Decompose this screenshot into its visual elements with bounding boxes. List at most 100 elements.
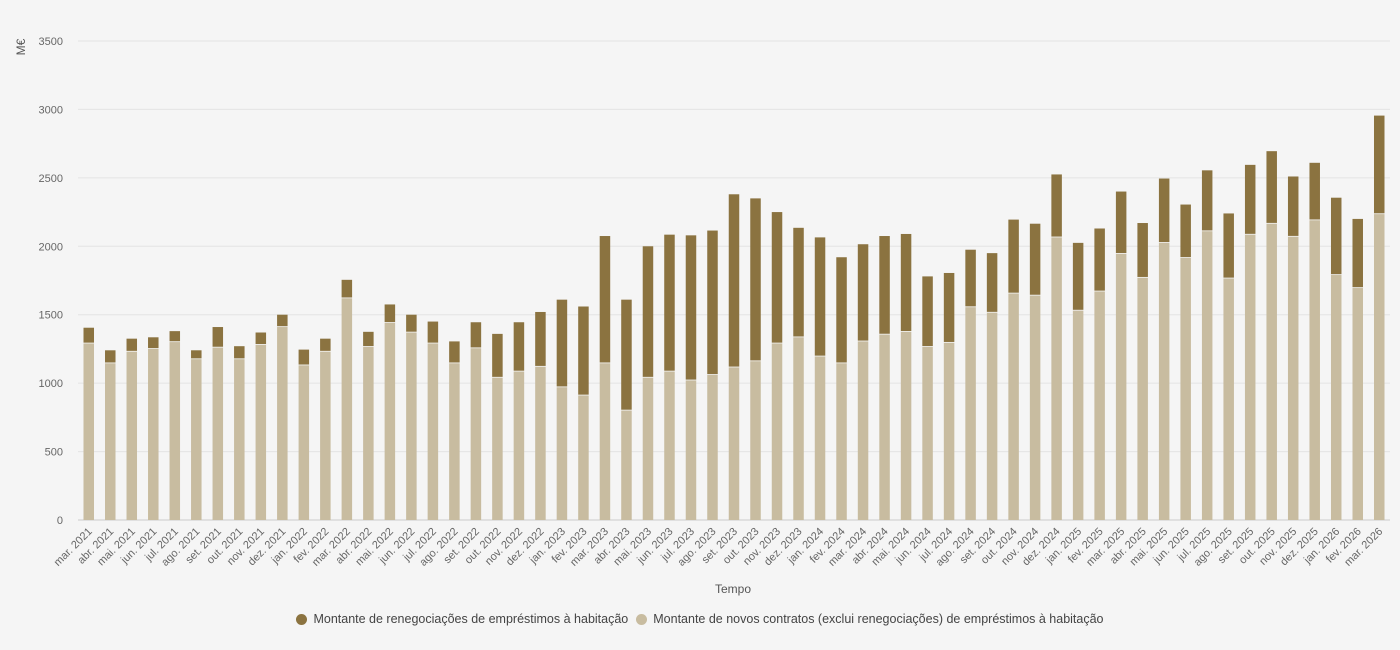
bar-renegotiations[interactable] <box>277 314 288 327</box>
bar-new-contracts[interactable] <box>1115 253 1127 520</box>
bar-renegotiations[interactable] <box>793 227 804 337</box>
bar-renegotiations[interactable] <box>1244 164 1256 234</box>
bar-new-contracts[interactable] <box>298 365 310 520</box>
bar-new-contracts[interactable] <box>535 366 546 520</box>
bar-renegotiations[interactable] <box>298 349 310 365</box>
bar-new-contracts[interactable] <box>1223 278 1234 520</box>
bar-renegotiations[interactable] <box>814 237 826 356</box>
bar-new-contracts[interactable] <box>664 371 675 520</box>
bar-new-contracts[interactable] <box>1051 237 1062 520</box>
bar-renegotiations[interactable] <box>900 233 912 332</box>
bar-new-contracts[interactable] <box>857 341 869 520</box>
bar-new-contracts[interactable] <box>1180 257 1191 520</box>
bar-renegotiations[interactable] <box>943 272 955 342</box>
bar-renegotiations[interactable] <box>341 279 353 298</box>
bar-renegotiations[interactable] <box>492 333 503 377</box>
bar-new-contracts[interactable] <box>470 348 482 520</box>
bar-new-contracts[interactable] <box>1158 242 1170 520</box>
bar-renegotiations[interactable] <box>879 236 890 334</box>
bar-renegotiations[interactable] <box>1223 213 1234 278</box>
bar-new-contracts[interactable] <box>900 331 912 520</box>
bar-new-contracts[interactable] <box>556 387 568 520</box>
bar-new-contracts[interactable] <box>126 351 138 520</box>
bar-new-contracts[interactable] <box>965 307 976 520</box>
bar-new-contracts[interactable] <box>169 342 181 520</box>
bar-renegotiations[interactable] <box>363 331 374 347</box>
bar-renegotiations[interactable] <box>1158 178 1170 243</box>
bar-renegotiations[interactable] <box>1180 204 1191 258</box>
bar-renegotiations[interactable] <box>556 299 568 387</box>
bar-new-contracts[interactable] <box>1072 310 1084 520</box>
bar-new-contracts[interactable] <box>148 348 159 520</box>
bar-renegotiations[interactable] <box>148 337 159 349</box>
bar-renegotiations[interactable] <box>1287 176 1299 236</box>
bar-renegotiations[interactable] <box>320 338 331 351</box>
bar-renegotiations[interactable] <box>922 276 933 347</box>
bar-new-contracts[interactable] <box>814 356 826 520</box>
bar-renegotiations[interactable] <box>664 234 675 371</box>
bar-new-contracts[interactable] <box>1330 275 1342 520</box>
bar-renegotiations[interactable] <box>1137 223 1148 277</box>
legend-item-new-contracts[interactable]: Montante de novos contratos (exclui rene… <box>636 612 1104 626</box>
bar-renegotiations[interactable] <box>621 299 632 410</box>
bar-renegotiations[interactable] <box>1266 151 1277 223</box>
bar-new-contracts[interactable] <box>234 359 245 520</box>
bar-new-contracts[interactable] <box>1244 234 1256 520</box>
bar-new-contracts[interactable] <box>1008 293 1019 520</box>
bar-new-contracts[interactable] <box>255 344 267 520</box>
bar-renegotiations[interactable] <box>449 341 460 363</box>
bar-renegotiations[interactable] <box>83 327 95 343</box>
bar-new-contracts[interactable] <box>363 346 374 520</box>
bar-renegotiations[interactable] <box>1309 162 1320 220</box>
bar-new-contracts[interactable] <box>277 327 288 520</box>
bar-renegotiations[interactable] <box>857 244 869 341</box>
legend-item-renegotiations[interactable]: Montante de renegociações de empréstimos… <box>296 612 628 626</box>
bar-renegotiations[interactable] <box>1094 228 1105 291</box>
bar-new-contracts[interactable] <box>1201 231 1213 520</box>
bar-new-contracts[interactable] <box>1137 277 1148 520</box>
bar-renegotiations[interactable] <box>427 321 439 343</box>
bar-renegotiations[interactable] <box>191 350 202 359</box>
bar-renegotiations[interactable] <box>169 331 181 342</box>
bar-renegotiations[interactable] <box>1072 242 1084 310</box>
bar-new-contracts[interactable] <box>836 363 847 520</box>
bar-new-contracts[interactable] <box>578 395 589 520</box>
bar-new-contracts[interactable] <box>707 374 718 520</box>
bar-renegotiations[interactable] <box>1352 218 1363 288</box>
bar-new-contracts[interactable] <box>449 363 460 520</box>
bar-new-contracts[interactable] <box>986 312 998 520</box>
bar-new-contracts[interactable] <box>728 367 740 520</box>
bar-renegotiations[interactable] <box>470 322 482 348</box>
bar-new-contracts[interactable] <box>943 342 955 520</box>
bar-new-contracts[interactable] <box>1287 236 1299 520</box>
bar-new-contracts[interactable] <box>879 334 890 520</box>
bar-new-contracts[interactable] <box>793 337 804 520</box>
bar-renegotiations[interactable] <box>750 198 761 361</box>
bar-renegotiations[interactable] <box>1330 197 1342 275</box>
bar-new-contracts[interactable] <box>212 347 224 520</box>
bar-renegotiations[interactable] <box>513 322 525 371</box>
bar-new-contracts[interactable] <box>83 343 95 520</box>
bar-new-contracts[interactable] <box>750 361 761 520</box>
bar-renegotiations[interactable] <box>535 311 546 366</box>
bar-new-contracts[interactable] <box>406 332 417 520</box>
bar-renegotiations[interactable] <box>384 304 396 323</box>
bar-renegotiations[interactable] <box>578 306 589 395</box>
bar-new-contracts[interactable] <box>105 363 116 520</box>
bar-renegotiations[interactable] <box>642 246 654 377</box>
bar-renegotiations[interactable] <box>255 332 267 345</box>
bar-renegotiations[interactable] <box>728 194 740 367</box>
bar-new-contracts[interactable] <box>642 377 654 520</box>
bar-new-contracts[interactable] <box>427 343 439 520</box>
bar-new-contracts[interactable] <box>922 346 933 520</box>
bar-renegotiations[interactable] <box>406 314 417 332</box>
bar-new-contracts[interactable] <box>384 322 396 520</box>
bar-renegotiations[interactable] <box>771 212 783 343</box>
bar-renegotiations[interactable] <box>234 346 245 359</box>
bar-new-contracts[interactable] <box>1373 214 1385 521</box>
bar-renegotiations[interactable] <box>1008 219 1019 293</box>
bar-renegotiations[interactable] <box>1115 191 1127 254</box>
bar-renegotiations[interactable] <box>212 327 224 347</box>
bar-renegotiations[interactable] <box>965 249 976 307</box>
bar-new-contracts[interactable] <box>1029 295 1041 520</box>
